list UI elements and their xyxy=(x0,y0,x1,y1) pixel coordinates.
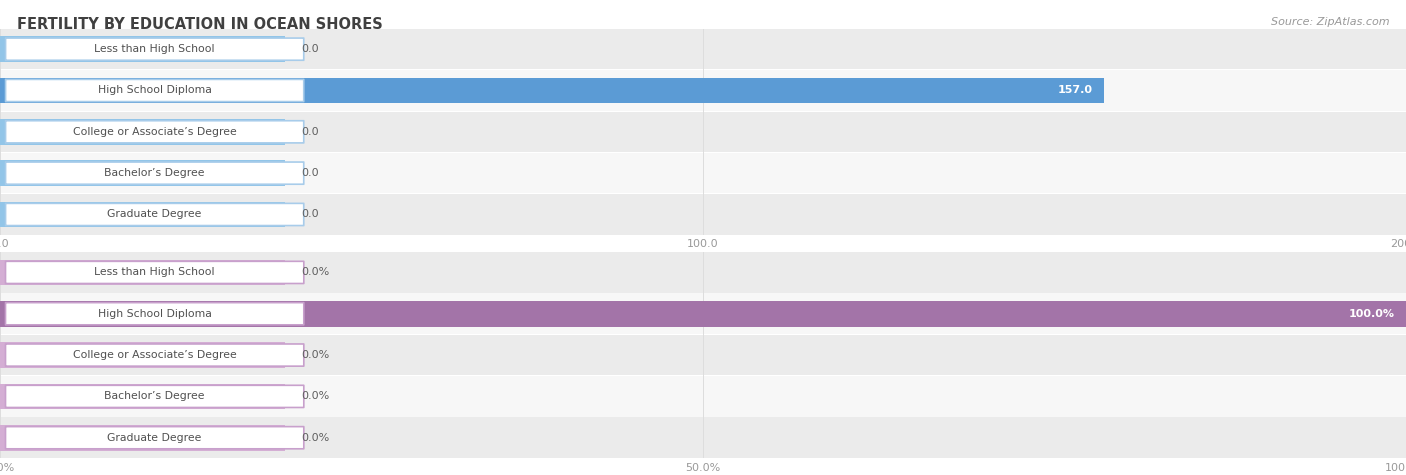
FancyBboxPatch shape xyxy=(0,112,1406,152)
FancyBboxPatch shape xyxy=(6,79,304,102)
FancyBboxPatch shape xyxy=(0,29,1406,69)
FancyBboxPatch shape xyxy=(0,252,1406,293)
FancyBboxPatch shape xyxy=(6,303,304,325)
Bar xyxy=(0,78,1104,103)
Text: 100.0%: 100.0% xyxy=(1348,309,1395,319)
Text: 157.0: 157.0 xyxy=(1057,86,1092,95)
Bar xyxy=(0,119,284,144)
Bar xyxy=(0,202,284,227)
Bar xyxy=(0,161,284,186)
Text: Less than High School: Less than High School xyxy=(94,44,215,54)
Text: Source: ZipAtlas.com: Source: ZipAtlas.com xyxy=(1271,17,1389,27)
FancyBboxPatch shape xyxy=(0,70,1406,111)
FancyBboxPatch shape xyxy=(6,261,304,284)
Text: College or Associate’s Degree: College or Associate’s Degree xyxy=(73,127,236,137)
FancyBboxPatch shape xyxy=(0,376,1406,417)
FancyBboxPatch shape xyxy=(6,162,304,184)
FancyBboxPatch shape xyxy=(0,294,1406,334)
Text: Bachelor’s Degree: Bachelor’s Degree xyxy=(104,391,205,401)
FancyBboxPatch shape xyxy=(6,385,304,408)
Text: 0.0%: 0.0% xyxy=(301,433,329,443)
Text: FERTILITY BY EDUCATION IN OCEAN SHORES: FERTILITY BY EDUCATION IN OCEAN SHORES xyxy=(17,17,382,32)
Text: College or Associate’s Degree: College or Associate’s Degree xyxy=(73,350,236,360)
Text: Less than High School: Less than High School xyxy=(94,267,215,277)
Text: High School Diploma: High School Diploma xyxy=(98,86,211,95)
Bar xyxy=(0,301,1406,326)
FancyBboxPatch shape xyxy=(6,427,304,449)
Text: 0.0: 0.0 xyxy=(301,209,319,219)
FancyBboxPatch shape xyxy=(6,121,304,143)
Text: Graduate Degree: Graduate Degree xyxy=(107,433,202,443)
Text: 0.0%: 0.0% xyxy=(301,267,329,277)
Text: 0.0: 0.0 xyxy=(301,44,319,54)
Bar xyxy=(0,384,284,409)
FancyBboxPatch shape xyxy=(0,418,1406,458)
Text: 0.0: 0.0 xyxy=(301,168,319,178)
Text: Graduate Degree: Graduate Degree xyxy=(107,209,202,219)
Bar xyxy=(0,425,284,450)
FancyBboxPatch shape xyxy=(0,153,1406,193)
Bar xyxy=(0,342,284,368)
Text: 0.0%: 0.0% xyxy=(301,391,329,401)
FancyBboxPatch shape xyxy=(6,203,304,226)
Text: 0.0: 0.0 xyxy=(301,127,319,137)
Bar xyxy=(0,260,284,285)
Text: High School Diploma: High School Diploma xyxy=(98,309,211,319)
FancyBboxPatch shape xyxy=(0,194,1406,235)
Text: 0.0%: 0.0% xyxy=(301,350,329,360)
Bar xyxy=(0,37,284,62)
FancyBboxPatch shape xyxy=(6,344,304,366)
FancyBboxPatch shape xyxy=(6,38,304,60)
FancyBboxPatch shape xyxy=(0,335,1406,375)
Text: Bachelor’s Degree: Bachelor’s Degree xyxy=(104,168,205,178)
